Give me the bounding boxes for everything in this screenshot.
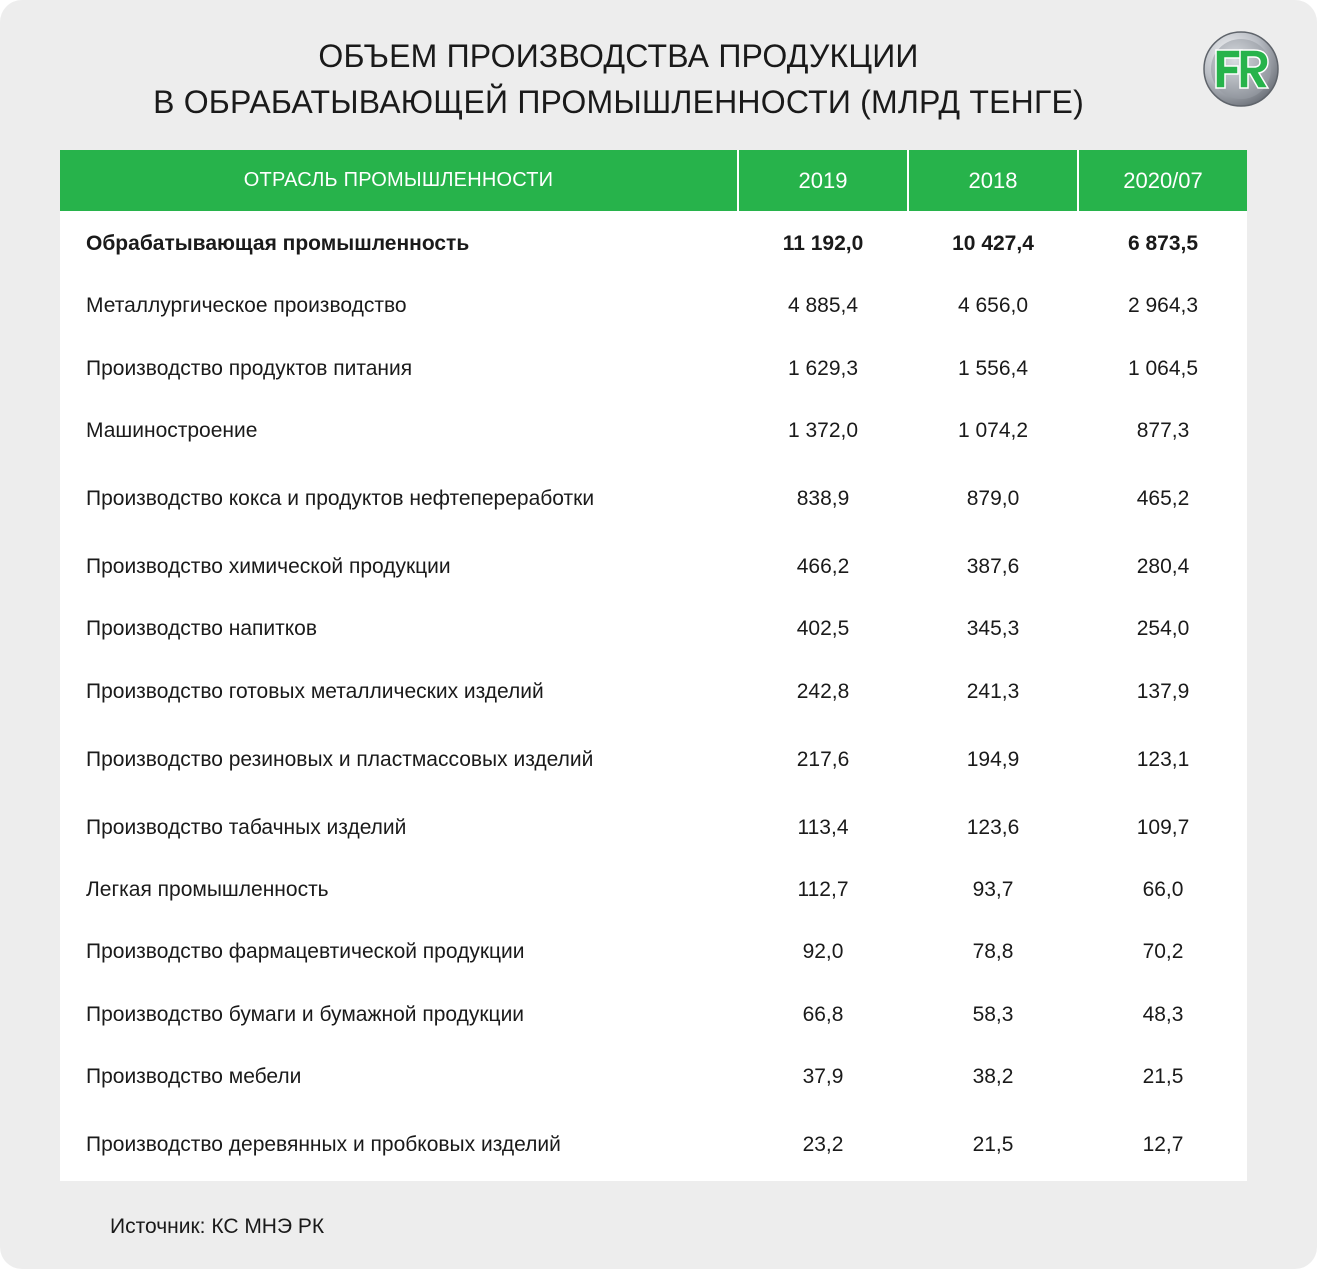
row-value-2019: 92,0: [802, 940, 844, 963]
row-value-2018: 4 656,0: [957, 294, 1029, 317]
column-header-2018: 2018: [909, 150, 1077, 211]
row-value-2018: 1 556,4: [957, 357, 1029, 380]
row-industry-name: Производство мебели: [86, 1065, 302, 1088]
row-industry-name: Производство фармацевтической продукции: [86, 940, 525, 963]
row-value-2019: 66,8: [802, 1003, 844, 1026]
row-industry-name: Производство готовых металлических издел…: [86, 680, 544, 703]
row-value-2020-07: 2 964,3: [1127, 294, 1199, 317]
row-value-2018: 123,6: [966, 816, 1020, 839]
column-header-2019: 2019: [739, 150, 907, 211]
row-value-2020-07: 877,3: [1136, 419, 1190, 442]
row-industry-name: Обрабатывающая промышленность: [86, 232, 470, 255]
row-value-2020-07: 21,5: [1142, 1065, 1184, 1088]
row-industry-name: Производство продуктов питания: [86, 357, 413, 380]
row-value-2018: 58,3: [972, 1003, 1014, 1026]
row-value-2020-07: 66,0: [1142, 878, 1184, 901]
row-value-2018: 194,9: [966, 748, 1020, 771]
data-table: ОТРАСЛЬ ПРОМЫШЛЕННОСТИ 2019 2018 2020/07…: [60, 150, 1247, 1181]
row-value-2020-07: 109,7: [1136, 816, 1190, 839]
row-value-2018: 387,6: [966, 555, 1020, 578]
row-value-2020-07: 123,1: [1136, 748, 1190, 771]
title-line-2: В ОБРАБАТЫВАЮЩЕЙ ПРОМЫШЛЕННОСТИ (МЛРД ТЕ…: [153, 84, 1084, 120]
row-industry-name: Производство резиновых и пластмассовых и…: [86, 748, 594, 771]
row-value-2018: 78,8: [972, 940, 1014, 963]
row-value-2019: 402,5: [796, 617, 850, 640]
row-value-2018: 241,3: [966, 680, 1020, 703]
row-industry-name: Производство бумаги и бумажной продукции: [86, 1003, 525, 1026]
row-value-2020-07: 137,9: [1136, 680, 1190, 703]
column-header-2020-07: 2020/07: [1079, 150, 1247, 211]
row-value-2018: 38,2: [972, 1065, 1014, 1088]
row-value-2019: 37,9: [802, 1065, 844, 1088]
row-value-2020-07: 70,2: [1142, 940, 1184, 963]
row-value-2018: 93,7: [972, 878, 1014, 901]
row-value-2019: 113,4: [797, 816, 849, 839]
row-value-2019: 11 192,0: [782, 232, 864, 255]
row-value-2019: 112,7: [797, 878, 849, 901]
row-value-2018: 21,5: [972, 1133, 1014, 1156]
row-value-2020-07: 48,3: [1142, 1003, 1184, 1026]
fr-logo-icon: [1203, 31, 1279, 107]
row-industry-name: Легкая промышленность: [86, 878, 329, 901]
row-value-2019: 23,2: [802, 1133, 844, 1156]
row-industry-name: Производство химической продукции: [86, 555, 451, 578]
row-industry-name: Производство напитков: [86, 617, 318, 640]
row-value-2019: 4 885,4: [787, 294, 859, 317]
row-value-2020-07: 465,2: [1136, 487, 1190, 510]
row-value-2018: 1 074,2: [957, 419, 1029, 442]
row-value-2019: 838,9: [796, 487, 850, 510]
row-value-2020-07: 280,4: [1136, 555, 1190, 578]
row-value-2019: 1 372,0: [787, 419, 859, 442]
row-value-2018: 879,0: [966, 487, 1020, 510]
row-value-2019: 242,8: [796, 680, 850, 703]
row-industry-name: Машиностроение: [86, 419, 258, 442]
row-value-2019: 1 629,3: [787, 357, 859, 380]
row-value-2020-07: 12,7: [1142, 1133, 1184, 1156]
row-industry-name: Производство табачных изделий: [86, 816, 407, 839]
row-industry-name: Производство кокса и продуктов нефтепере…: [86, 487, 595, 510]
row-value-2018: 10 427,4: [952, 232, 1034, 255]
row-industry-name: Производство деревянных и пробковых изде…: [86, 1133, 561, 1156]
row-value-2019: 466,2: [796, 555, 850, 578]
row-value-2020-07: 1 064,5: [1127, 357, 1199, 380]
title-line-1: ОБЪЕМ ПРОИЗВОДСТВА ПРОДУКЦИИ: [318, 38, 919, 74]
row-industry-name: Металлургическое производство: [86, 294, 407, 317]
row-value-2020-07: 6 873,5: [1127, 232, 1199, 255]
row-value-2019: 217,6: [796, 748, 850, 771]
row-value-2020-07: 254,0: [1136, 617, 1190, 640]
source-note: Источник: КС МНЭ РК: [110, 1215, 325, 1238]
row-value-2018: 345,3: [966, 617, 1020, 640]
column-header-industry: ОТРАСЛЬ ПРОМЫШЛЕННОСТИ: [60, 150, 737, 211]
